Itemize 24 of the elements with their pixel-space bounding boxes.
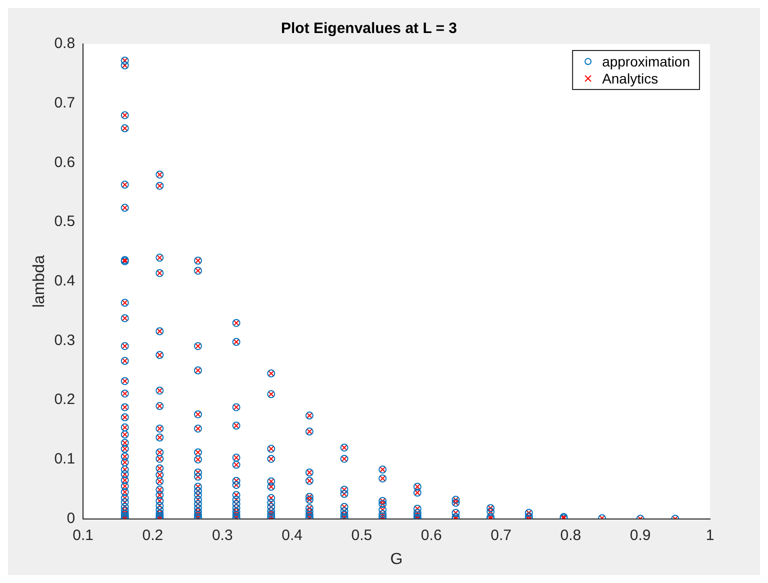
y-axis-title: lambda xyxy=(31,255,48,308)
x-tick-label: 1 xyxy=(706,526,714,544)
x-tick-label: 0.7 xyxy=(490,526,512,544)
x-tick-label: 0.4 xyxy=(282,526,302,544)
y-tick-label: 0.5 xyxy=(54,213,76,230)
y-tick-label: 0 xyxy=(66,510,76,527)
y-tick-label: 0.8 xyxy=(54,35,76,52)
y-tick-label: 0.6 xyxy=(54,154,76,171)
x-tick-label: 0.8 xyxy=(560,526,582,544)
x-tick-label: 0.9 xyxy=(630,526,651,544)
y-tick-label: 0.3 xyxy=(54,332,76,349)
x-tick-label: 0.2 xyxy=(142,526,164,544)
chart-title: Plot Eigenvalues at L = 3 xyxy=(280,20,458,38)
x-axis-title: G xyxy=(390,550,403,568)
y-tick-label: 0.4 xyxy=(54,272,76,290)
x-tick-label: 0.5 xyxy=(351,526,372,544)
y-tick-label: 0.2 xyxy=(54,391,76,408)
x-tick-label: 0.3 xyxy=(212,526,233,544)
y-tick-label: 0.1 xyxy=(54,450,76,468)
legend-label: Analytics xyxy=(602,70,658,86)
x-tick-label: 0.1 xyxy=(72,526,94,544)
legend-label: approximation xyxy=(602,53,690,70)
y-tick-label: 0.7 xyxy=(54,94,76,112)
x-tick-label: 0.6 xyxy=(420,526,442,544)
